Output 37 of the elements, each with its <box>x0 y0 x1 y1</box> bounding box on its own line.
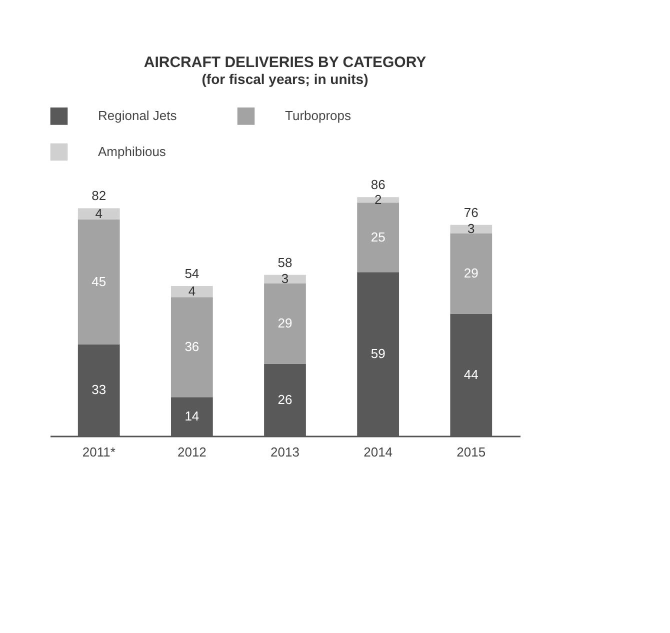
legend-label: Turboprops <box>285 108 352 124</box>
x-tick-label: 2015 <box>456 444 486 460</box>
bar <box>170 297 213 398</box>
data-label: 29 <box>278 316 292 330</box>
legend-label: Regional Jets <box>98 108 178 124</box>
data-label: 29 <box>464 266 478 280</box>
bar <box>450 233 492 314</box>
chart-subtitle: (for fiscal years; in units) <box>202 71 368 87</box>
data-label: 3 <box>468 221 475 236</box>
data-label: 26 <box>278 392 292 407</box>
total-label: 86 <box>370 177 386 192</box>
bar <box>170 286 213 298</box>
data-label: 36 <box>184 339 200 354</box>
bar <box>78 219 120 344</box>
bar <box>78 208 120 220</box>
bar <box>264 283 306 364</box>
legend-label: Amphibious <box>98 144 166 159</box>
data-label: 45 <box>92 274 106 289</box>
bar <box>357 202 400 272</box>
total-label: 58 <box>278 254 292 270</box>
total-label: 76 <box>464 204 478 220</box>
x-tick-label: 2014 <box>364 444 393 460</box>
total-label: 82 <box>92 188 106 204</box>
data-label: 25 <box>370 229 386 244</box>
data-label: 3 <box>281 271 289 286</box>
x-tick-label: 2012 <box>177 444 206 460</box>
data-label: 4 <box>95 206 102 221</box>
data-label: 14 <box>184 408 200 424</box>
data-label: 4 <box>188 284 196 299</box>
x-tick-label: 2013 <box>270 444 300 460</box>
data-label: 59 <box>370 346 386 362</box>
chart-title: AIRCRAFT DELIVERIES BY CATEGORY <box>144 54 426 71</box>
x-tick-label: 2011* <box>82 444 116 460</box>
total-label: 54 <box>184 266 200 281</box>
data-label: 44 <box>464 366 478 382</box>
data-label: 33 <box>92 382 106 398</box>
data-label: 2 <box>374 192 382 207</box>
